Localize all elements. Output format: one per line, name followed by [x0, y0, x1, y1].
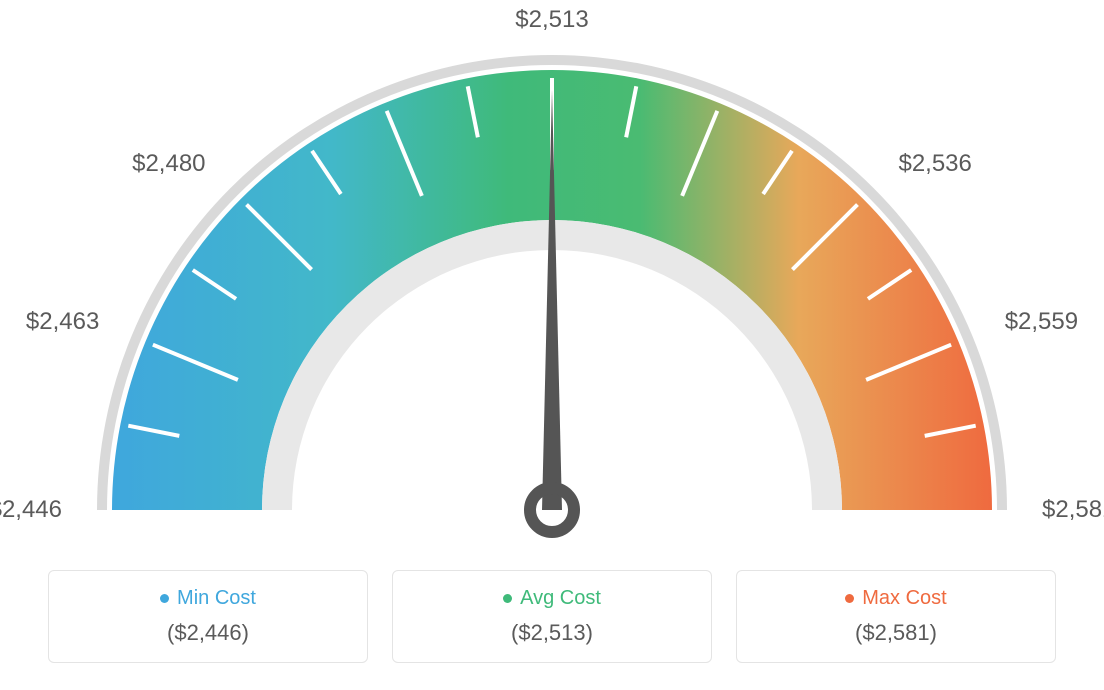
- legend-row: Min Cost ($2,446) Avg Cost ($2,513) Max …: [0, 570, 1104, 663]
- legend-title-min: Min Cost: [69, 587, 347, 610]
- tick-label: $2,480: [121, 150, 206, 178]
- legend-card-min: Min Cost ($2,446): [48, 570, 368, 663]
- legend-value-max: ($2,581): [757, 620, 1035, 646]
- legend-card-max: Max Cost ($2,581): [736, 570, 1056, 663]
- dot-max: [845, 594, 854, 603]
- tick-label: $2,446: [0, 496, 62, 524]
- legend-value-avg: ($2,513): [413, 620, 691, 646]
- dot-min: [160, 594, 169, 603]
- dot-avg: [503, 594, 512, 603]
- gauge-svg: [0, 0, 1104, 560]
- legend-title-max: Max Cost: [757, 587, 1035, 610]
- legend-label-avg: Avg Cost: [520, 587, 601, 609]
- tick-label: $2,513: [512, 6, 592, 34]
- legend-value-min: ($2,446): [69, 620, 347, 646]
- legend-label-max: Max Cost: [862, 587, 946, 609]
- tick-label: $2,536: [898, 150, 983, 178]
- legend-title-avg: Avg Cost: [413, 587, 691, 610]
- legend-card-avg: Avg Cost ($2,513): [392, 570, 712, 663]
- tick-label: $2,559: [1005, 308, 1090, 336]
- gauge-container: $2,446 $2,463 $2,480 $2,513 $2,536 $2,559 $2,5…: [0, 0, 1104, 560]
- legend-label-min: Min Cost: [177, 587, 256, 609]
- tick-label: $2,463: [14, 308, 99, 336]
- tick-label: $2,581: [1042, 496, 1104, 524]
